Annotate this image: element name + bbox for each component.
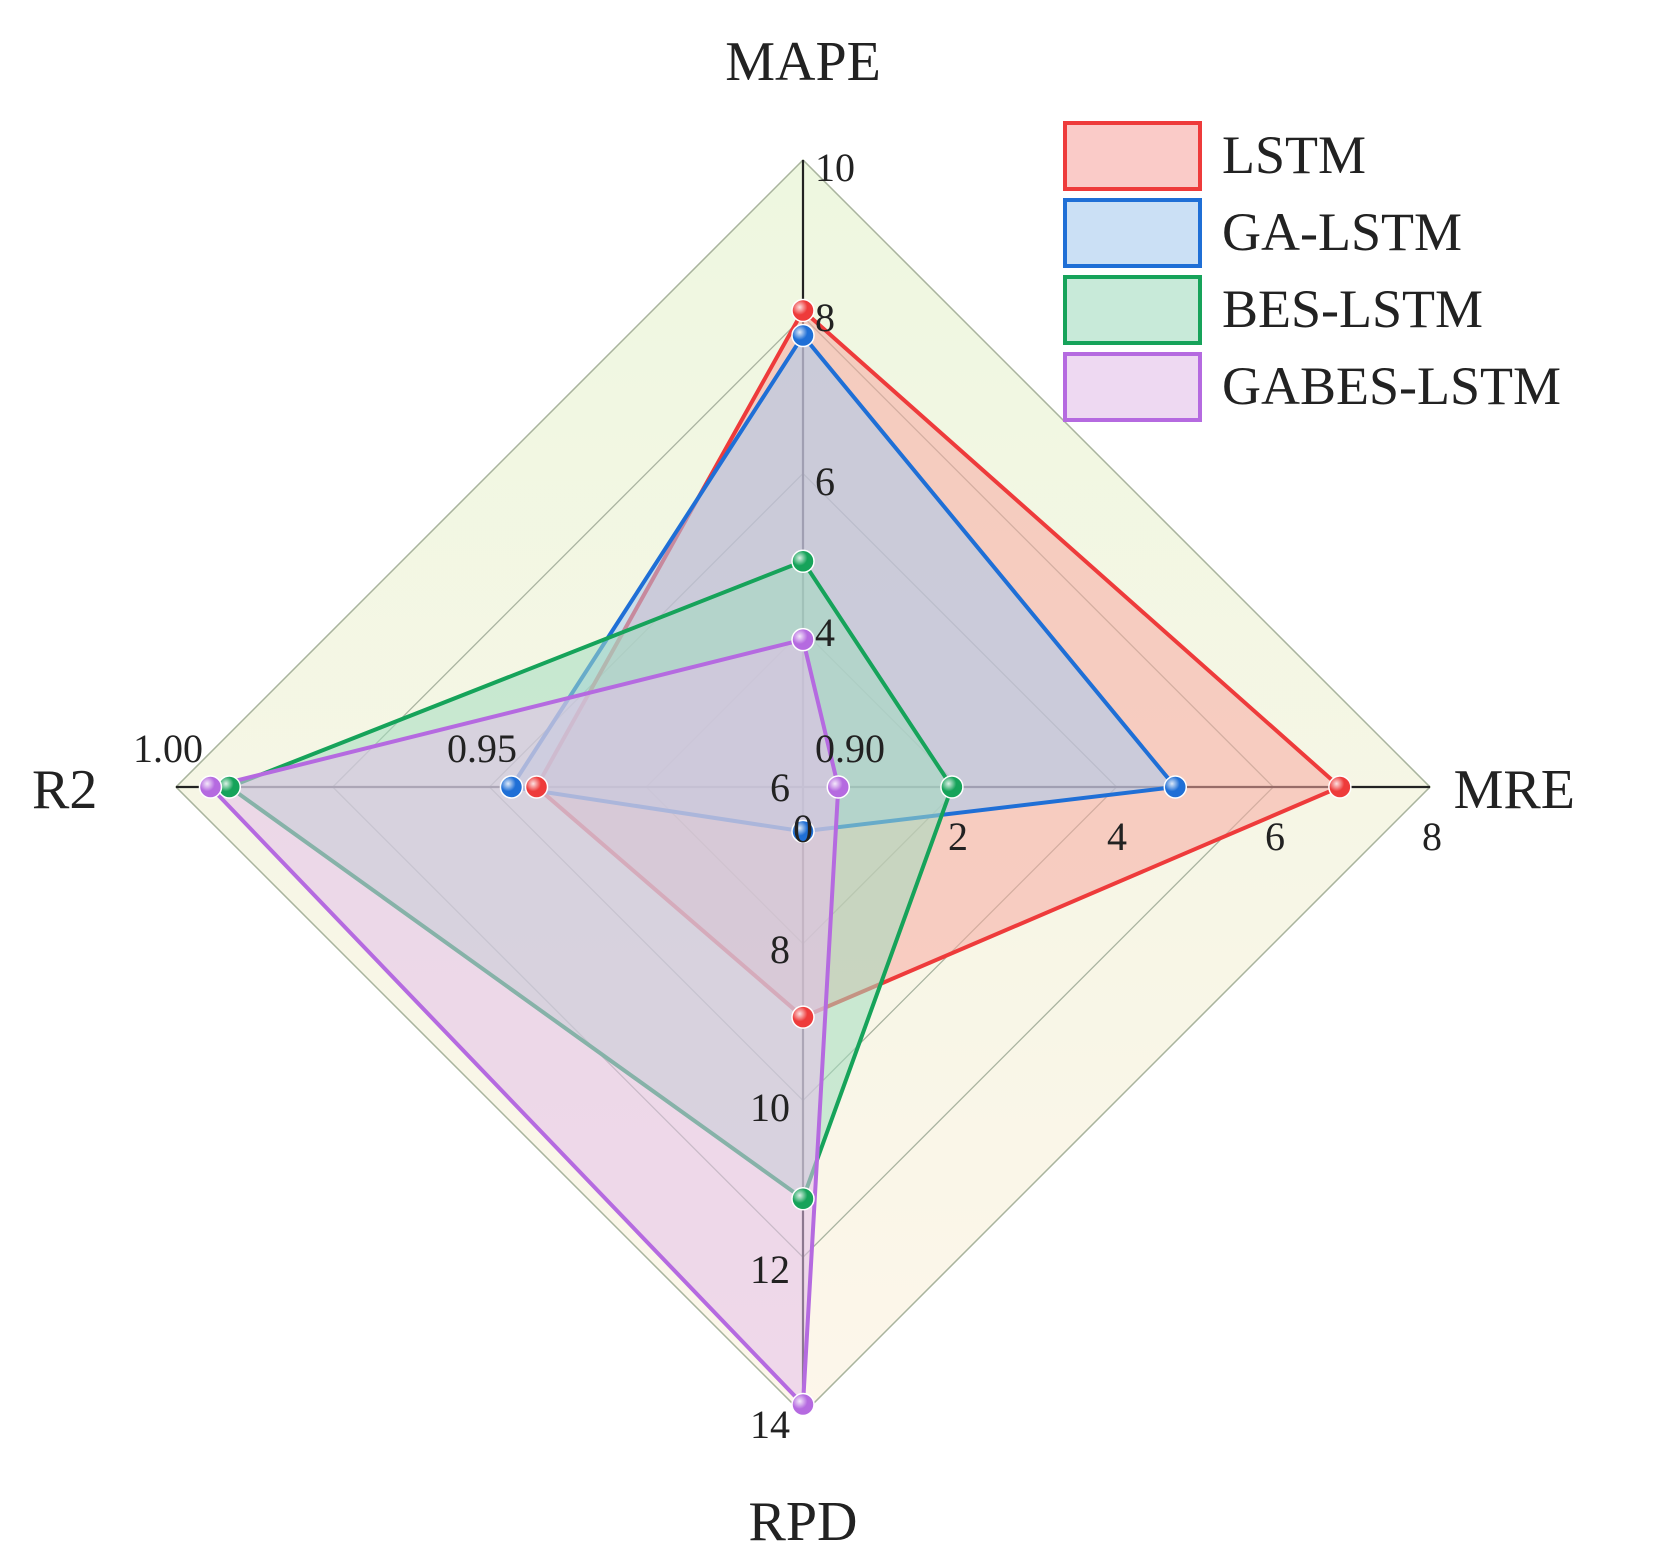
radar-tick-labels: 4 6 8 10 0 2 4 6 8 6 8 10 12 14 0.90 0.95 1.00: [133, 145, 1442, 1447]
tick-label-mre-0: 0: [793, 806, 813, 851]
legend-swatch-lstm: [1063, 121, 1202, 191]
legend-label-bes-lstm: BES-LSTM: [1222, 279, 1483, 339]
tick-label-mre-3: 6: [1265, 814, 1285, 859]
data-point-lstm-mre: [1328, 775, 1352, 799]
data-point-lstm-mape: [791, 298, 815, 323]
tick-label-rpd-0: 6: [770, 765, 790, 810]
legend: LSTM GA-LSTM BES-LSTM GABES-LSTM: [1063, 121, 1561, 422]
axis-label-r2: R2: [32, 759, 97, 821]
data-point-gabes-lstm-mape: [791, 627, 815, 652]
radar-series: [198, 298, 1352, 1417]
legend-swatch-bes-lstm: [1063, 275, 1202, 345]
tick-label-rpd-3: 12: [750, 1247, 790, 1292]
legend-label-ga-lstm: GA-LSTM: [1222, 202, 1462, 262]
data-point-ga-lstm-mape: [791, 323, 815, 348]
tick-label-mape-0: 4: [815, 610, 835, 655]
tick-label-r2-2: 1.00: [133, 726, 203, 771]
tick-label-rpd-1: 8: [770, 927, 790, 972]
axis-label-rpd: RPD: [749, 1491, 858, 1553]
data-point-bes-lstm-mre: [940, 775, 964, 799]
tick-label-mre-4: 8: [1422, 814, 1442, 859]
tick-label-r2-1: 0.95: [447, 726, 517, 771]
data-point-gabes-lstm-r2: [198, 775, 223, 799]
data-point-bes-lstm-rpd: [791, 1186, 815, 1211]
radar-axis-labels: MAPE MRE RPD R2: [32, 31, 1575, 1553]
axis-label-mape: MAPE: [725, 31, 881, 93]
data-point-lstm-rpd: [791, 1005, 815, 1029]
data-point-ga-lstm-r2: [499, 775, 524, 799]
tick-label-rpd-2: 10: [750, 1085, 790, 1130]
legend-swatch-ga-lstm: [1063, 198, 1202, 268]
tick-label-mape-2: 8: [815, 295, 835, 340]
legend-swatch-gabes-lstm: [1063, 352, 1202, 422]
tick-label-mre-1: 2: [948, 814, 968, 859]
tick-label-mre-2: 4: [1107, 814, 1127, 859]
legend-label-gabes-lstm: GABES-LSTM: [1222, 356, 1561, 416]
axis-label-mre: MRE: [1454, 759, 1575, 821]
data-point-bes-lstm-mape: [791, 549, 815, 574]
data-point-gabes-lstm-rpd: [791, 1392, 815, 1417]
data-point-lstm-r2: [524, 775, 549, 799]
tick-label-r2-0: 0.90: [815, 726, 885, 771]
data-point-ga-lstm-mre: [1163, 775, 1188, 799]
tick-label-mape-3: 10: [815, 145, 855, 190]
legend-label-lstm: LSTM: [1222, 125, 1366, 185]
tick-label-rpd-4: 14: [750, 1402, 790, 1447]
tick-label-mape-1: 6: [815, 459, 835, 504]
data-point-gabes-lstm-mre: [826, 775, 851, 799]
